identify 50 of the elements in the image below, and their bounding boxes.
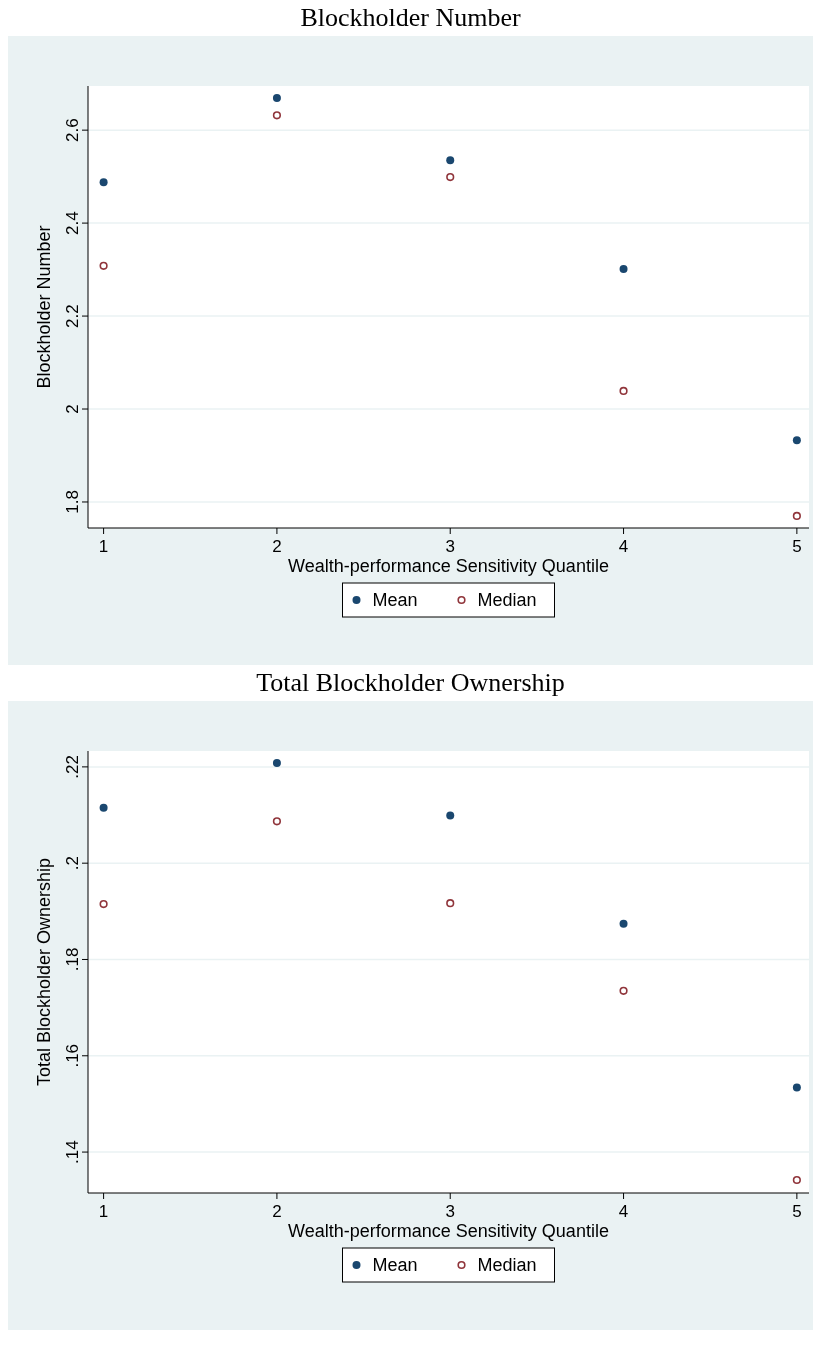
point: [792, 1175, 801, 1185]
point: [272, 94, 281, 103]
x-tick-label: 5: [792, 1202, 802, 1221]
legend-label: Mean: [372, 1255, 418, 1275]
y-tick-label: .22: [63, 755, 82, 779]
x-tick-label: 3: [445, 1202, 455, 1221]
chart-title: Total Blockholder Ownership: [256, 668, 565, 697]
legend-label: Median: [477, 1255, 537, 1275]
x-tick-label: 1: [98, 537, 109, 556]
x-tick-label: 4: [618, 1202, 629, 1221]
chart-title: Blockholder Number: [300, 3, 521, 32]
y-tick-label: .18: [63, 947, 82, 972]
point: [99, 261, 108, 270]
x-axis-title: Wealth-performance Sensitivity Quantile: [288, 556, 609, 576]
y-tick-label: .14: [63, 1140, 82, 1164]
y-axis-title: Blockholder Number: [34, 225, 54, 389]
y-tick-label: .16: [63, 1043, 82, 1068]
point: [446, 811, 455, 820]
x-tick-label: 4: [618, 537, 629, 556]
y-tick-label: 2.4: [63, 211, 82, 235]
x-tick-label: 5: [792, 537, 802, 556]
point: [792, 511, 801, 521]
x-tick-label: 3: [445, 537, 455, 556]
point: [446, 173, 455, 182]
point: [272, 817, 282, 826]
point: [619, 986, 628, 995]
point: [99, 803, 108, 812]
y-tick-label: 2.2: [63, 304, 82, 328]
x-tick-label: 2: [272, 537, 282, 556]
point: [619, 265, 628, 274]
point: [272, 111, 282, 120]
legend-label: Median: [477, 590, 537, 610]
legend-label: Mean: [372, 590, 418, 610]
x-axis-title: Wealth-performance Sensitivity Quantile: [288, 1221, 609, 1241]
point: [99, 900, 108, 909]
y-tick-label: .2: [63, 856, 82, 871]
point: [792, 1083, 801, 1092]
point: [99, 178, 108, 187]
point: [446, 156, 455, 165]
x-tick-label: 2: [272, 1202, 282, 1221]
y-tick-label: 2: [63, 404, 82, 414]
point: [619, 386, 628, 395]
y-axis-title: Total Blockholder Ownership: [34, 857, 54, 1087]
point: [792, 436, 801, 445]
x-tick-label: 1: [98, 1202, 109, 1221]
point: [272, 759, 281, 768]
y-tick-label: 2.6: [63, 118, 82, 142]
y-tick-label: 1.8: [63, 490, 82, 514]
point: [446, 899, 455, 908]
point: [619, 919, 628, 928]
